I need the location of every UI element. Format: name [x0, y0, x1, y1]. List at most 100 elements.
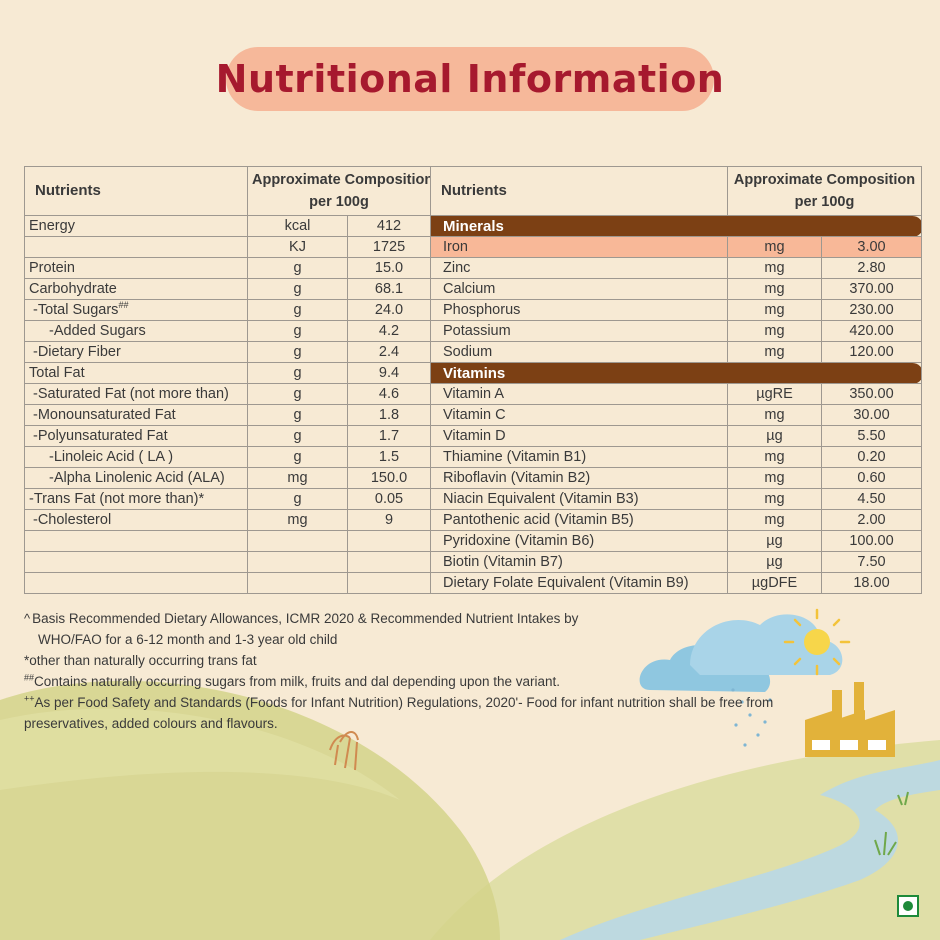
- nutrient-name: [24, 236, 248, 258]
- nutrient-name: Vitamin C: [430, 404, 728, 426]
- empty-cell: [346, 551, 432, 573]
- nutrient-name: Protein: [24, 257, 248, 279]
- nutrient-value: 1.7: [346, 425, 432, 447]
- nutrient-unit: mg: [727, 509, 822, 531]
- minerals-band-cell: Minerals: [429, 215, 923, 237]
- footnote-text: As per Food Safety and Standards (Foods …: [34, 695, 774, 710]
- nutrient-value: 230.00: [820, 299, 923, 321]
- footnote-text: preservatives, added colours and flavour…: [24, 716, 278, 731]
- nutrient-name: -Cholesterol: [24, 509, 248, 531]
- nutrient-name: Phosphorus: [430, 299, 728, 321]
- table-row: -Polyunsaturated Fat g 1.7: [24, 425, 432, 447]
- header-approx-composition: Approximate Composition per 100g: [726, 166, 923, 216]
- nutrient-name: Zinc: [430, 257, 728, 279]
- footnote: preservatives, added colours and flavour…: [24, 713, 844, 734]
- empty-cell: [247, 551, 348, 573]
- minerals-band-row: Minerals: [429, 215, 923, 237]
- nutrient-value: 0.60: [820, 467, 923, 489]
- nutrient-unit: g: [247, 278, 348, 300]
- nutrient-value: 100.00: [820, 530, 923, 552]
- header-nutrients: Nutrients: [430, 166, 728, 216]
- footnotes: ^ Basis Recommended Dietary Allowances, I…: [24, 608, 844, 734]
- nutrient-unit: mg: [247, 509, 348, 531]
- nutrient-name: Riboflavin (Vitamin B2): [430, 467, 728, 489]
- nutrient-value: 1.5: [346, 446, 432, 468]
- nutrient-name: -Polyunsaturated Fat: [24, 425, 248, 447]
- table-row: Phosphorus mg 230.00: [430, 299, 923, 321]
- table-header-row: Nutrients Approximate Composition per 10…: [24, 166, 432, 216]
- nutrient-unit: g: [247, 341, 348, 363]
- veg-mark-icon: [897, 895, 919, 917]
- nutrient-value: 0.20: [820, 446, 923, 468]
- footnote-mark: ^: [24, 611, 31, 626]
- nutrient-unit: µg: [727, 530, 822, 552]
- table-row: -Linoleic Acid ( LA ) g 1.5: [24, 446, 432, 468]
- table-row: -Saturated Fat (not more than) g 4.6: [24, 383, 432, 405]
- nutrient-name: Vitamin A: [430, 383, 728, 405]
- table-row: Calcium mg 370.00: [430, 278, 923, 300]
- nutrient-unit: µg: [727, 551, 822, 573]
- cloud-icon: [639, 614, 843, 692]
- factory-icon: [805, 682, 895, 757]
- footnote-text: *other than naturally occurring trans fa…: [24, 653, 257, 668]
- table-row: -Dietary Fiber g 2.4: [24, 341, 432, 363]
- nutrient-name: Biotin (Vitamin B7): [430, 551, 728, 573]
- nutrient-value: 9: [346, 509, 432, 531]
- table-row: Pantothenic acid (Vitamin B5) mg 2.00: [430, 509, 923, 531]
- table-row: -Trans Fat (not more than)* g 0.05: [24, 488, 432, 510]
- table-row: Riboflavin (Vitamin B2) mg 0.60: [430, 467, 923, 489]
- nutrient-value: 2.4: [346, 341, 432, 363]
- table-header-row: Nutrients Approximate Composition per 10…: [430, 166, 923, 216]
- nutrient-unit: mg: [727, 236, 822, 258]
- table-row: Niacin Equivalent (Vitamin B3) mg 4.50: [430, 488, 923, 510]
- empty-cell: [24, 572, 248, 594]
- nutrient-name: Total Fat: [24, 362, 248, 384]
- nutrient-unit: kcal: [247, 215, 348, 237]
- header-comp-line1: Approximate Composition: [733, 172, 916, 188]
- footnote-text: WHO/FAO for a 6-12 month and 1-3 year ol…: [38, 632, 338, 647]
- nutrient-unit: µgDFE: [727, 572, 822, 594]
- title-pill: Nutritional Information: [216, 47, 724, 111]
- table-row: Energy kcal 412: [24, 215, 432, 237]
- table-row: Zinc mg 2.80: [430, 257, 923, 279]
- nutrients-table-right: Nutrients Approximate Composition per 10…: [429, 166, 923, 594]
- table-row: Biotin (Vitamin B7) µg 7.50: [430, 551, 923, 573]
- table-row: KJ 1725: [24, 236, 432, 258]
- nutrient-name: Pantothenic acid (Vitamin B5): [430, 509, 728, 531]
- nutrient-value: 18.00: [820, 572, 923, 594]
- page-title: Nutritional Information: [215, 57, 725, 101]
- nutrient-unit: mg: [727, 488, 822, 510]
- nutrient-value: 420.00: [820, 320, 923, 342]
- table-row-empty: [24, 530, 432, 552]
- footnote-mark: ++: [24, 693, 35, 704]
- nutrient-unit: µg: [727, 425, 822, 447]
- nutrient-unit: g: [247, 383, 348, 405]
- nutrient-unit: g: [247, 425, 348, 447]
- footnote: ##Contains naturally occurring sugars fr…: [24, 671, 844, 692]
- nutrient-name: -Total Sugars##: [24, 299, 248, 321]
- nutrient-value: 68.1: [346, 278, 432, 300]
- table-row: Dietary Folate Equivalent (Vitamin B9) µg…: [430, 572, 923, 594]
- nutrient-value: 370.00: [820, 278, 923, 300]
- table-row: Carbohydrate g 68.1: [24, 278, 432, 300]
- nutrient-name: -Dietary Fiber: [24, 341, 248, 363]
- footnote-mark: ##: [24, 672, 35, 683]
- nutrient-name: Potassium: [430, 320, 728, 342]
- minerals-band-label: Minerals: [431, 216, 921, 236]
- nutrient-unit: mg: [727, 446, 822, 468]
- grass-icon: [874, 791, 909, 856]
- nutrient-value: 412: [346, 215, 432, 237]
- nutrient-name: Sodium: [430, 341, 728, 363]
- table-row: Total Fat g 9.4: [24, 362, 432, 384]
- table-row: Protein g 15.0: [24, 257, 432, 279]
- nutrient-unit: mg: [727, 320, 822, 342]
- footnote: ^ Basis Recommended Dietary Allowances, I…: [24, 608, 844, 629]
- nutrient-value: 24.0: [346, 299, 432, 321]
- nutrient-unit: mg: [727, 299, 822, 321]
- nutrient-unit: g: [247, 320, 348, 342]
- nutrient-unit: g: [247, 488, 348, 510]
- table-row: -Added Sugars g 4.2: [24, 320, 432, 342]
- nutrient-value: 0.05: [346, 488, 432, 510]
